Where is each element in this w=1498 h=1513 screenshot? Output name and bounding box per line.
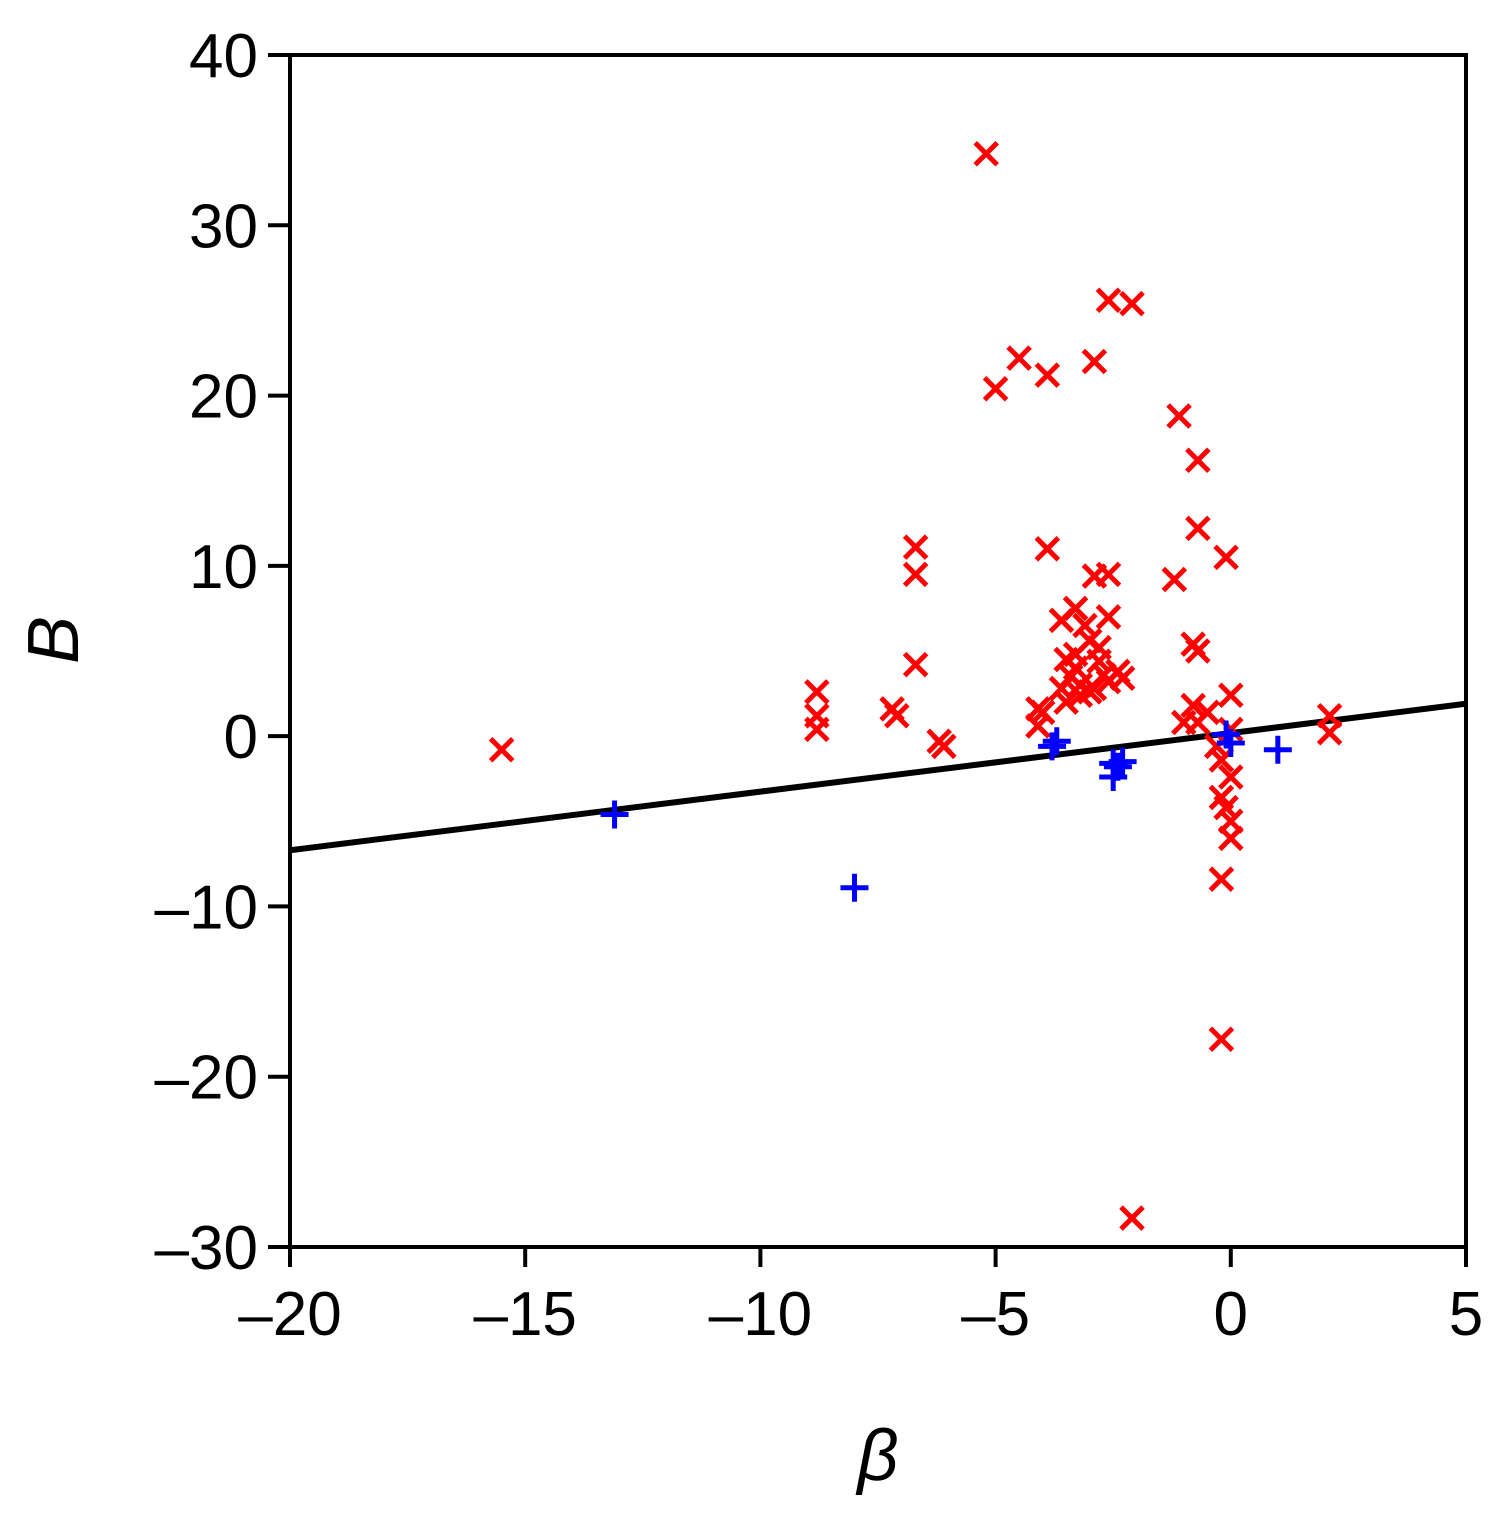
point-x-marker [1161,566,1188,593]
point-x-marker [1213,794,1239,821]
point-x-marker [1109,665,1136,692]
point-x-marker [884,702,910,729]
x-tick-label: –5 [961,1280,1030,1349]
point-x-marker [804,679,830,705]
fit-line-layer [290,700,1466,854]
data-points [488,140,1343,1231]
point-plus-marker [1263,735,1292,764]
point-x-marker [1034,536,1061,562]
point-x-marker [902,651,929,678]
point-plus-marker [1216,728,1245,757]
point-x-marker [1218,825,1244,852]
point-plus-marker [600,800,629,829]
point-x-marker [1166,403,1192,429]
y-tick-label: 10 [189,533,258,602]
point-plus-marker [840,873,869,902]
point-x-marker [1185,515,1211,542]
x-tick-label: 0 [1214,1280,1248,1349]
point-x-marker [931,733,957,760]
point-plus-marker [1038,732,1067,761]
point-x-marker [1095,604,1122,630]
x-tick-label: –10 [709,1280,812,1349]
point-x-marker [1062,641,1089,668]
x-tick-label: 5 [1449,1280,1483,1349]
point-plus-marker [1103,752,1132,781]
point-x-marker [973,140,999,167]
x-tick-label: –15 [473,1280,576,1349]
point-plus-marker [1108,747,1137,776]
point-x-marker [1062,595,1089,622]
point-x-marker [1048,675,1075,702]
point-x-marker [1218,682,1244,709]
point-x-marker [1072,612,1098,639]
point-x-marker [1208,1026,1235,1053]
point-x-marker [1218,764,1244,790]
point-x-marker [1185,447,1211,474]
point-x-marker [1067,682,1094,709]
point-x-marker [1081,348,1108,375]
y-axis-title: B [14,616,94,664]
point-x-marker [1208,866,1235,892]
point-x-marker [902,561,929,588]
point-x-marker [1119,1205,1145,1231]
point-plus-marker [1042,727,1071,756]
point-x-marker [1185,638,1211,664]
point-x-marker [1194,699,1221,726]
x-axis-title: β [855,1416,898,1496]
y-tick-label: 30 [189,192,258,261]
y-tick-label: 40 [189,22,258,91]
point-x-marker [1213,544,1239,571]
axis-ticks [268,53,1468,1267]
point-x-marker [1119,290,1145,317]
point-x-marker [804,716,830,743]
point-x-marker [1091,662,1117,688]
point-x-marker [902,534,929,560]
point-x-marker [1025,713,1051,739]
plot-frame [288,53,1468,1249]
point-x-marker [982,375,1009,402]
x-tick-label: –20 [238,1280,341,1349]
point-x-marker [488,736,515,763]
point-x-marker [1316,719,1343,746]
fit-line [290,700,1466,854]
y-tick-label: 20 [189,363,258,432]
y-tick-label: –30 [155,1214,258,1283]
y-tick-label: –10 [155,873,258,942]
y-tick-label: –20 [155,1044,258,1113]
point-x-marker [1095,287,1122,313]
point-x-marker [1029,699,1056,726]
point-x-marker [1006,345,1032,371]
point-x-marker [1081,675,1108,702]
y-tick-label: 0 [224,703,258,772]
point-x-marker [1053,689,1079,715]
point-x-marker [1034,362,1061,388]
point-x-marker [1086,648,1112,674]
point-x-marker [1170,709,1197,736]
point-x-marker [1081,563,1108,589]
